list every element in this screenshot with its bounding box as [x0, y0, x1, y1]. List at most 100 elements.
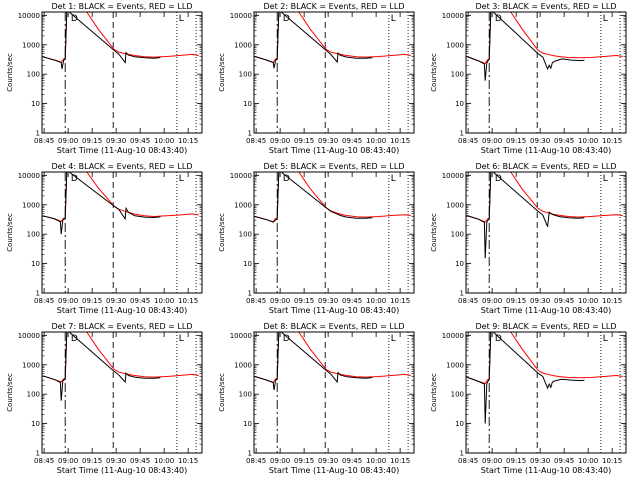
y-tick-label: 1000	[446, 41, 464, 49]
x-tick-label: 08:45	[246, 297, 266, 305]
top-marker-D: D	[283, 334, 290, 344]
y-tick-label: 10	[31, 420, 40, 428]
y-axis-label: Counts/sec	[218, 213, 226, 252]
x-tick-label: 10:00	[366, 457, 386, 465]
panel-title: Det 6: BLACK = Events, RED = LLD	[476, 162, 617, 171]
x-tick-label: 10:00	[578, 137, 598, 145]
y-tick-label: 10	[243, 420, 252, 428]
top-marker-L: L	[603, 334, 608, 344]
x-tick-label: 09:45	[554, 297, 574, 305]
x-tick-label: 08:45	[458, 297, 478, 305]
detector-panel-4: 1 10 100 1000 10000 08:45 09:00 09:15 09:30 09:45…	[6, 162, 203, 315]
x-tick-label: 09:00	[58, 457, 78, 465]
events-series-line	[466, 332, 585, 424]
x-axis-label: Start Time (11-Aug-10 08:43:40)	[57, 466, 188, 475]
lld-series-line	[42, 12, 199, 64]
y-tick-label: 1	[36, 130, 40, 138]
x-tick-label: 09:30	[106, 297, 126, 305]
x-tick-label: 09:45	[130, 457, 150, 465]
y-tick-label: 1	[248, 450, 252, 458]
x-tick-label: 10:00	[578, 457, 598, 465]
y-tick-label: 10000	[18, 12, 40, 20]
y-tick-label: 1000	[234, 201, 252, 209]
events-series-line	[42, 172, 161, 235]
detector-panel-1: 1 10 100 1000 10000 08:45 09:00 09:15 09:30 09:45…	[6, 2, 203, 155]
x-tick-label: 09:45	[130, 137, 150, 145]
y-tick-label: 10	[31, 260, 40, 268]
x-tick-label: 09:00	[482, 137, 502, 145]
y-tick-label: 1000	[22, 201, 40, 209]
y-tick-label: 10000	[230, 172, 252, 180]
y-tick-label: 10	[455, 100, 464, 108]
x-tick-label: 09:00	[58, 137, 78, 145]
x-tick-label: 10:00	[154, 297, 174, 305]
x-tick-label: 10:15	[390, 457, 410, 465]
detector-panel-6: 1 10 100 1000 10000 08:45 09:00 09:15 09:30 09:45…	[430, 162, 627, 315]
plot-frame	[253, 11, 415, 134]
top-marker-D: D	[71, 334, 78, 344]
x-tick-label: 09:15	[82, 457, 102, 465]
x-tick-label: 10:15	[178, 297, 198, 305]
y-tick-label: 100	[451, 71, 464, 79]
detector-panel-2: 1 10 100 1000 10000 08:45 09:00 09:15 09:30 09:45…	[218, 2, 415, 155]
x-tick-label: 09:45	[342, 137, 362, 145]
plot-frame	[465, 331, 627, 454]
panel-title: Det 3: BLACK = Events, RED = LLD	[476, 2, 617, 11]
x-tick-label: 10:15	[178, 457, 198, 465]
x-tick-label: 09:45	[342, 297, 362, 305]
events-series-line	[254, 12, 373, 69]
y-tick-label: 1	[248, 130, 252, 138]
lld-series-line	[42, 332, 199, 383]
top-marker-L: L	[179, 14, 184, 24]
x-tick-label: 09:30	[530, 297, 550, 305]
top-marker-D: D	[495, 174, 502, 184]
detector-panel-8: 1 10 100 1000 10000 08:45 09:00 09:15 09:30 09:45…	[218, 322, 415, 475]
x-axis-label: Start Time (11-Aug-10 08:43:40)	[57, 146, 188, 155]
x-tick-label: 09:15	[294, 457, 314, 465]
panel-title: Det 1: BLACK = Events, RED = LLD	[52, 2, 193, 11]
y-tick-label: 100	[27, 71, 40, 79]
x-tick-label: 09:15	[506, 297, 526, 305]
lld-series-line	[466, 12, 623, 65]
x-axis-label: Start Time (11-Aug-10 08:43:40)	[269, 306, 400, 315]
y-axis-label: Counts/sec	[218, 53, 226, 92]
y-tick-label: 10	[31, 100, 40, 108]
x-tick-label: 09:30	[530, 137, 550, 145]
y-tick-label: 1	[36, 450, 40, 458]
x-tick-label: 10:15	[178, 137, 198, 145]
x-tick-label: 08:45	[34, 457, 54, 465]
x-tick-label: 09:15	[82, 297, 102, 305]
y-tick-label: 10	[455, 260, 464, 268]
plot-frame	[41, 11, 203, 134]
y-tick-label: 1000	[22, 41, 40, 49]
x-tick-label: 09:30	[318, 297, 338, 305]
y-tick-label: 1000	[446, 201, 464, 209]
x-tick-label: 09:15	[294, 297, 314, 305]
y-axis-label: Counts/sec	[6, 53, 14, 92]
x-tick-label: 09:45	[554, 137, 574, 145]
y-axis-label: Counts/sec	[430, 53, 438, 92]
y-tick-label: 1000	[234, 361, 252, 369]
y-tick-label: 10000	[18, 332, 40, 340]
top-marker-L: L	[391, 14, 396, 24]
lld-series-line	[254, 12, 411, 64]
x-tick-label: 09:00	[58, 297, 78, 305]
x-tick-label: 09:30	[106, 137, 126, 145]
y-tick-label: 100	[451, 231, 464, 239]
x-tick-label: 09:15	[294, 137, 314, 145]
top-marker-D: D	[283, 14, 290, 24]
y-tick-label: 100	[27, 231, 40, 239]
x-axis-label: Start Time (11-Aug-10 08:43:40)	[269, 146, 400, 155]
x-tick-label: 10:15	[390, 297, 410, 305]
y-tick-label: 100	[239, 71, 252, 79]
x-tick-label: 09:30	[106, 457, 126, 465]
top-marker-D: D	[495, 14, 502, 24]
events-series-line	[466, 12, 585, 81]
y-axis-label: Counts/sec	[430, 373, 438, 412]
y-tick-label: 10	[243, 260, 252, 268]
x-tick-label: 09:00	[270, 137, 290, 145]
top-marker-L: L	[179, 334, 184, 344]
events-series-line	[254, 332, 373, 390]
x-tick-label: 08:45	[246, 137, 266, 145]
